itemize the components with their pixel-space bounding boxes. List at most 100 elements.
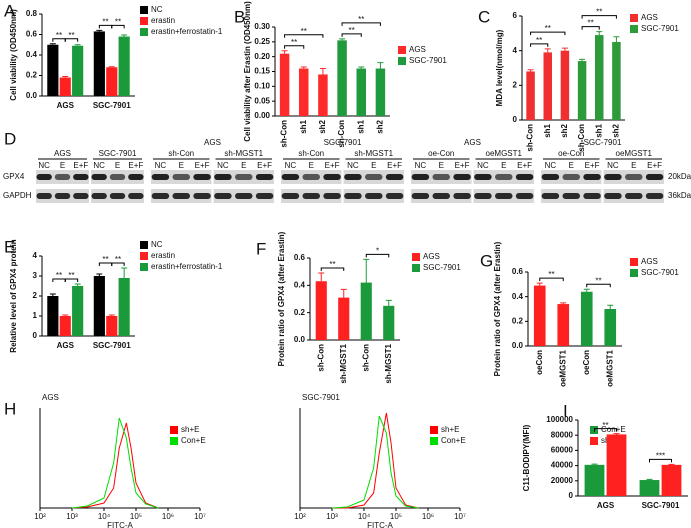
error-bar [613,36,620,42]
y-tick-label: 2 [33,291,38,300]
histogram-line [71,422,159,509]
error-bar [281,50,288,54]
lane-label: E [371,161,376,170]
group-title: SGC-7901 [324,138,362,147]
band [172,193,190,199]
bar [299,68,309,116]
bar [337,40,347,116]
legend-label: NC [151,240,163,249]
x-tick-label: sh1 [356,119,365,133]
significance-bracket [320,267,345,272]
significance-label: ** [358,15,364,24]
y-tick-label: 0.00 [254,111,270,120]
x-tick-label: 10³ [326,512,338,521]
significance-bracket [594,428,617,432]
y-tick-label: 0.8 [26,9,38,18]
subgroup-label: oeMGST1 [616,149,653,158]
significance-label: ** [588,19,594,28]
y-tick-label: 0 [569,491,574,500]
legend-swatch [170,437,178,445]
significance-bracket [365,253,390,258]
y-tick-label: 0.6 [512,267,524,276]
significance-label: ** [301,27,307,36]
x-tick-label: AGS [57,341,75,350]
band [541,193,560,199]
band [54,174,71,180]
error-bar [319,68,326,75]
y-tick-label: 6 [513,11,518,20]
x-tick-label: AGS [57,101,75,110]
legend-label: AGS [641,13,658,22]
band [323,193,341,199]
band [583,174,601,180]
legend-swatch [412,253,420,261]
x-tick-label: 10⁶ [422,512,434,521]
error-bar [596,31,603,36]
x-tick-label: sh-Con [337,120,346,148]
bar [72,45,84,96]
y-axis-label: Cell viability after Erastin (OD450nm) [243,1,252,142]
error-bar [579,58,586,62]
x-tick-label: 10⁴ [98,512,111,521]
bar [93,276,105,336]
x-tick-label: 10³ [66,512,78,521]
band [411,193,430,199]
bar [557,304,570,346]
lane-label: NC [93,161,105,170]
error-bar [74,283,81,286]
subgroup-label: oe-Con [558,149,584,158]
band [172,174,190,180]
y-tick-label: 0.4 [294,280,306,289]
error-bar [74,44,81,46]
lane-label: E+F [325,161,340,170]
y-tick-label: 0 [33,331,38,340]
lane-label: E+F [455,161,470,170]
bar [118,36,130,96]
significance-label: ** [536,36,542,45]
bar [580,291,593,346]
y-tick-label: 0.6 [294,253,306,262]
legend-swatch [170,426,178,434]
legend-swatch [630,14,638,22]
bar [360,282,372,340]
y-tick-label: 0.4 [26,50,38,59]
chart-title: AGS [42,393,59,402]
band [54,193,71,199]
y-tick-label: 1 [33,311,38,320]
significance-bracket [284,34,324,38]
panel-letter: D [4,129,16,148]
lane-label: NC [415,161,427,170]
x-tick-label: AGS [597,501,615,510]
bar [59,77,71,96]
band [91,174,107,180]
x-tick-label: oeMGST1 [605,349,614,386]
significance-label: ** [291,38,297,47]
bar [577,61,587,120]
bar [543,52,552,120]
y-tick-label: 40000 [551,461,574,470]
legend-label: erastin [151,251,175,260]
x-tick-label: 10⁶ [162,512,174,521]
legend-label: SGC-7901 [409,56,447,65]
error-bar [108,66,115,68]
error-bar [49,293,56,296]
histogram-line [71,417,159,509]
legend-label: NC [151,5,163,14]
band [281,193,300,199]
band [255,174,274,180]
band [495,174,513,180]
histogram-line [331,415,419,509]
y-tick-label: 0.0 [512,341,524,350]
error-bar [560,302,567,305]
band [193,193,211,199]
significance-bracket [581,26,600,30]
significance-bracket [64,38,79,42]
legend-swatch [140,17,148,25]
bar [612,42,621,120]
lane-label: E [179,161,184,170]
y-axis-label: C11-BODIPY(MFI) [522,424,531,491]
band [645,174,664,180]
y-tick-label: 2 [513,80,518,89]
lane-label: E+F [73,161,88,170]
